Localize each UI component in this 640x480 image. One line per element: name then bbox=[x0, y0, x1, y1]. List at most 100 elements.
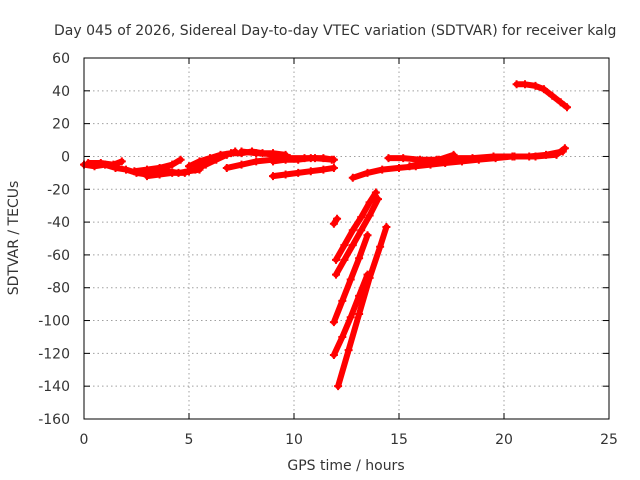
series-11-point-4 bbox=[365, 198, 374, 207]
series-9-point-4 bbox=[319, 165, 328, 174]
series-8-point-4 bbox=[319, 154, 328, 163]
series-9-point-2 bbox=[294, 168, 303, 177]
series-16-point-3 bbox=[395, 163, 403, 172]
series-1 bbox=[84, 157, 126, 169]
series-19-point-6 bbox=[563, 103, 571, 112]
series-11 bbox=[332, 188, 380, 264]
series-14-point-1 bbox=[338, 332, 347, 341]
x-tick-label-2: 10 bbox=[285, 432, 303, 448]
axis-ticks bbox=[83, 57, 610, 420]
series-15-point-4 bbox=[376, 242, 385, 251]
series-17-point-9 bbox=[552, 150, 561, 159]
x-tick-labels: 0 5 10 15 20 25 bbox=[80, 432, 618, 448]
series-17-point-5 bbox=[468, 154, 477, 163]
series-1-point-0 bbox=[84, 159, 93, 168]
series-11-point-0 bbox=[332, 255, 340, 264]
series-12-point-3 bbox=[357, 226, 366, 235]
series-12-trace bbox=[333, 196, 381, 278]
series-12-point-5 bbox=[374, 195, 382, 204]
series-6-point-2 bbox=[252, 157, 261, 166]
series-2-point-0 bbox=[130, 167, 139, 176]
series-5-point-2 bbox=[212, 155, 221, 164]
series-7-point-2 bbox=[269, 149, 277, 158]
series-7 bbox=[237, 147, 290, 159]
series-7-trace bbox=[238, 148, 289, 158]
series-1-point-3 bbox=[117, 157, 126, 166]
series-12-point-0 bbox=[332, 270, 340, 279]
series-18 bbox=[405, 150, 458, 171]
series-11-point-2 bbox=[348, 226, 357, 235]
series-3-point-1 bbox=[155, 170, 164, 179]
series-17 bbox=[384, 144, 569, 164]
series-15-point-5 bbox=[382, 223, 391, 232]
series-1-trace bbox=[85, 158, 125, 168]
series-3-point-2 bbox=[168, 168, 177, 177]
series-16-point-0 bbox=[348, 173, 357, 182]
series-7-point-1 bbox=[252, 149, 261, 158]
series-19-point-4 bbox=[548, 91, 557, 100]
y-axis-label: SDTVAR / TECUs bbox=[6, 181, 22, 296]
series-18-point-1 bbox=[420, 159, 429, 168]
series-17-point-7 bbox=[510, 152, 519, 161]
series-19-point-5 bbox=[556, 98, 565, 107]
series-14-point-0 bbox=[329, 351, 338, 360]
x-tick-label-5: 25 bbox=[600, 432, 618, 448]
series-0-point-4 bbox=[122, 165, 130, 174]
y-tick-label-8: -100 bbox=[38, 314, 70, 330]
series-16-point-1 bbox=[363, 168, 372, 177]
series-2-point-3 bbox=[168, 160, 177, 169]
series-18-point-3 bbox=[449, 150, 458, 159]
series-17-point-0 bbox=[384, 154, 393, 163]
series-19-point-3 bbox=[539, 85, 548, 94]
series-16-point-2 bbox=[378, 165, 387, 174]
series-13-point-3 bbox=[355, 254, 364, 263]
series-19 bbox=[512, 80, 571, 112]
series-18-point-0 bbox=[405, 162, 414, 171]
y-tick-label-10: -140 bbox=[38, 379, 70, 395]
plot-area bbox=[80, 80, 571, 391]
series-1-point-1 bbox=[96, 159, 105, 168]
series-5-point-3 bbox=[222, 150, 231, 159]
series-13-point-1 bbox=[338, 296, 347, 305]
series-9-point-0 bbox=[269, 172, 277, 181]
series-15-trace bbox=[335, 224, 390, 390]
series-17-point-6 bbox=[489, 152, 498, 161]
series-14 bbox=[329, 270, 372, 360]
series-12 bbox=[332, 195, 382, 279]
series-15-point-2 bbox=[355, 309, 364, 318]
series-18-trace bbox=[406, 151, 457, 170]
x-tick-label-1: 5 bbox=[185, 432, 194, 448]
series-3 bbox=[143, 167, 193, 181]
y-tick-label-5: -40 bbox=[47, 215, 70, 231]
series-10-point-1 bbox=[333, 214, 342, 223]
series-8-point-0 bbox=[269, 157, 277, 166]
series-12-point-4 bbox=[365, 211, 374, 220]
series-2 bbox=[130, 155, 185, 176]
y-tick-label-6: -60 bbox=[47, 248, 70, 264]
y-tick-label-11: -160 bbox=[38, 412, 70, 428]
y-tick-label-9: -120 bbox=[38, 346, 70, 362]
series-2-point-4 bbox=[176, 155, 185, 164]
series-7-point-0 bbox=[237, 147, 246, 156]
series-13-point-2 bbox=[346, 275, 355, 284]
x-tick-label-4: 20 bbox=[495, 432, 513, 448]
y-tick-label-4: -20 bbox=[47, 182, 70, 198]
series-6-point-0 bbox=[222, 163, 231, 172]
y-tick-labels: 60 40 20 0 -20 -40 -60 -80 -100 -120 -140 -160 bbox=[38, 51, 70, 428]
x-tick-label-0: 0 bbox=[80, 432, 89, 448]
series-17-trace bbox=[385, 145, 568, 163]
series-8-point-1 bbox=[281, 155, 290, 164]
x-tick-label-3: 15 bbox=[390, 432, 408, 448]
series-4-point-1 bbox=[195, 157, 204, 166]
y-tick-label-3: 0 bbox=[61, 149, 70, 165]
series-8 bbox=[269, 154, 338, 166]
series-13 bbox=[329, 231, 372, 327]
series-3-point-0 bbox=[143, 172, 151, 181]
series-11-point-1 bbox=[340, 241, 349, 250]
series-19-point-1 bbox=[521, 80, 529, 89]
series-17-point-1 bbox=[399, 154, 408, 163]
series-10 bbox=[329, 214, 342, 228]
series-11-point-5 bbox=[371, 188, 380, 197]
x-axis-label: GPS time / hours bbox=[287, 458, 404, 474]
